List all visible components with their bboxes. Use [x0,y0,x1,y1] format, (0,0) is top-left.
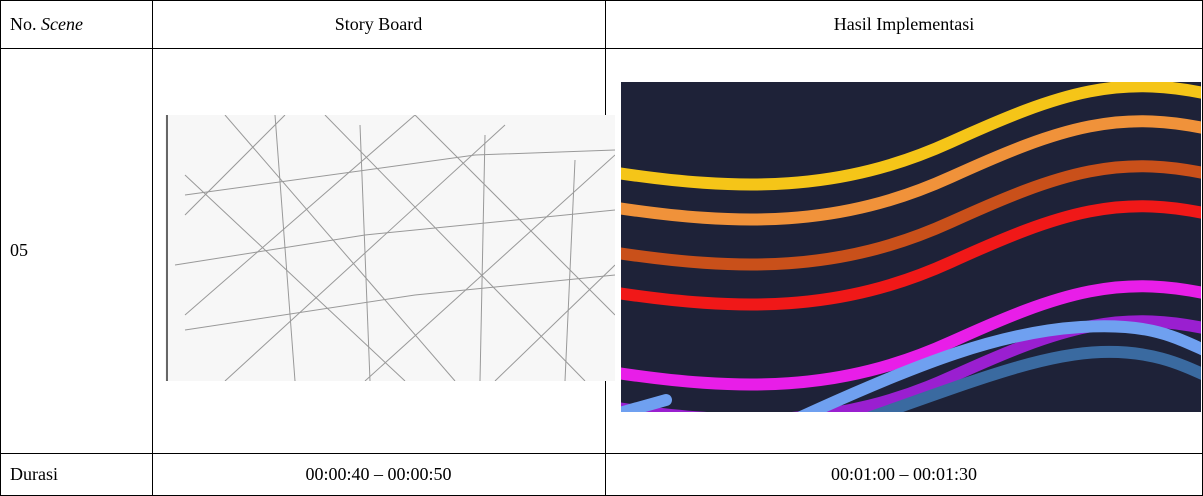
duration: 00:00:40 – 00:00:50 [305,464,452,484]
border [0,453,1203,454]
header-cell: Hasil Implementasi [833,13,975,34]
border [0,48,1203,49]
border [0,0,1,496]
header-cell: No. Scene [0,0,152,48]
duration: 00:01:00 – 00:01:30 [830,464,977,484]
border [152,0,153,496]
header-text: No. [10,13,37,34]
row-label: Durasi [10,464,58,484]
header-cell: Story Board [334,13,423,34]
storyboard-sketch [165,115,615,381]
header-text: Scene [41,13,83,34]
implementation-waves [621,82,1201,412]
border [0,0,1203,1]
scene-number: 05 [10,240,28,260]
